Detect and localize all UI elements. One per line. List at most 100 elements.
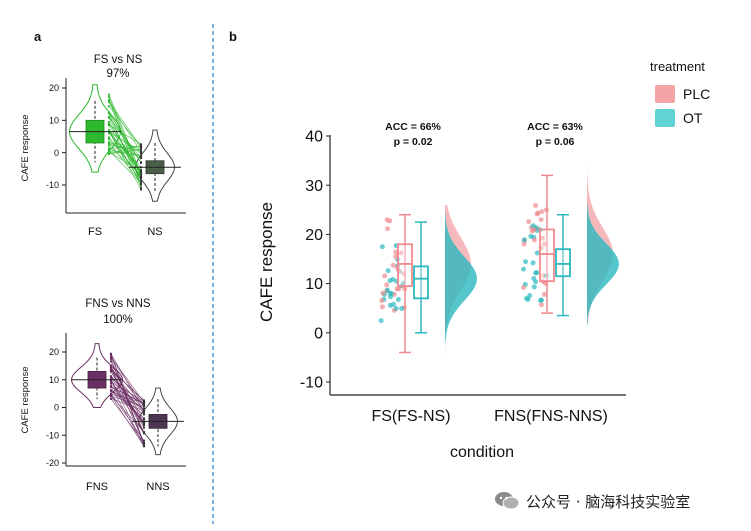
data-point xyxy=(531,227,537,233)
data-point xyxy=(142,421,146,424)
annotation-p: p = 0.06 xyxy=(536,136,575,148)
paired-line xyxy=(110,356,145,403)
y-tick-label: 30 xyxy=(305,178,323,195)
chart-fns-vs-nns: FNS vs NNS 100% CAFE response 20 10 0 -10 -2… xyxy=(20,298,186,493)
data-point xyxy=(139,154,143,157)
panel-b-label: b xyxy=(229,29,237,44)
data-point xyxy=(107,136,111,139)
data-point xyxy=(142,424,146,427)
wechat-icon xyxy=(494,490,520,512)
chart-fs-vs-ns: FS vs NS 97% CAFE response 20 10 0 -10 FS N… xyxy=(20,54,186,238)
data-point xyxy=(521,241,527,247)
x-tick-label: FS xyxy=(88,226,102,238)
data-point xyxy=(142,411,146,415)
data-point xyxy=(139,177,143,180)
data-point xyxy=(107,115,111,118)
data-point xyxy=(139,188,143,191)
data-point xyxy=(107,100,111,104)
data-point xyxy=(109,389,113,392)
paired-line xyxy=(108,130,142,152)
data-point xyxy=(142,409,146,413)
data-point xyxy=(538,297,544,303)
data-point xyxy=(393,254,399,260)
data-point xyxy=(382,273,388,279)
y-tick-label: 10 xyxy=(49,375,59,385)
x-tick-label: FS(FS-NS) xyxy=(371,408,450,425)
data-point xyxy=(399,305,405,311)
data-point xyxy=(398,250,404,256)
data-point xyxy=(535,210,541,216)
data-point xyxy=(139,186,143,189)
paired-line xyxy=(110,398,145,412)
data-point xyxy=(523,259,529,265)
legend-swatch-ot xyxy=(655,109,675,127)
watermark-text: 公众号 · 脑海科技实验室 xyxy=(526,492,691,511)
paired-line xyxy=(108,145,142,176)
data-point xyxy=(379,298,385,304)
legend-label-ot: OT xyxy=(683,110,703,126)
data-point xyxy=(390,262,396,268)
data-point xyxy=(530,260,536,266)
y-tick-label: -10 xyxy=(46,430,59,440)
paired-line xyxy=(110,380,145,434)
data-point xyxy=(109,369,113,373)
chart-title: FS vs NS xyxy=(94,54,143,66)
legend-swatch-plc xyxy=(655,85,675,103)
data-point xyxy=(142,404,146,407)
data-point xyxy=(521,237,527,243)
data-point xyxy=(107,121,111,124)
y-tick-label: 0 xyxy=(54,403,59,413)
data-point xyxy=(109,357,113,360)
data-point xyxy=(107,99,111,102)
y-tick-label: 0 xyxy=(314,325,323,342)
data-point xyxy=(394,286,400,292)
data-point xyxy=(107,96,111,99)
data-point xyxy=(542,241,548,247)
y-tick-label: -10 xyxy=(300,375,323,392)
x-axis-label: condition xyxy=(450,444,514,461)
y-tick-label: 20 xyxy=(49,83,59,93)
x-tick-label: FNS xyxy=(86,481,108,493)
legend-title: treatment xyxy=(650,59,705,74)
data-point xyxy=(109,360,113,363)
data-point xyxy=(395,297,401,303)
data-point xyxy=(139,146,143,149)
annotation-p: p = 0.02 xyxy=(394,136,433,148)
y-axis-label: CAFE response xyxy=(20,366,31,433)
data-point xyxy=(379,304,385,310)
data-point xyxy=(530,223,536,229)
data-point xyxy=(109,385,113,389)
data-point xyxy=(384,282,390,288)
data-point xyxy=(388,290,394,296)
paired-line xyxy=(110,366,145,420)
data-point xyxy=(142,426,146,429)
paired-line xyxy=(108,131,142,173)
paired-line xyxy=(110,366,145,423)
data-point xyxy=(107,111,111,115)
y-tick-label: 0 xyxy=(54,148,59,158)
chart-subtitle: 97% xyxy=(106,68,129,80)
data-point xyxy=(539,209,545,215)
data-point xyxy=(379,244,385,250)
data-point xyxy=(393,305,399,311)
data-point xyxy=(109,382,113,385)
paired-line xyxy=(108,101,142,148)
data-point xyxy=(387,302,393,308)
data-point xyxy=(387,218,393,224)
data-point xyxy=(526,219,532,225)
data-point xyxy=(521,284,527,290)
paired-line xyxy=(108,150,142,156)
data-point xyxy=(139,175,143,178)
y-tick-label: -10 xyxy=(46,180,59,190)
watermark: 公众号 · 脑海科技实验室 xyxy=(494,486,744,516)
annotation-acc: ACC = 66% xyxy=(385,121,441,133)
paired-line xyxy=(108,122,142,172)
data-point xyxy=(531,237,537,243)
data-point xyxy=(534,270,540,276)
chart-condition-raincloud: CAFE response 40 30 20 10 0 -10 ACC = 66% p =… xyxy=(257,121,626,461)
paired-line xyxy=(110,395,145,407)
legend: treatment PLC OT xyxy=(650,59,710,127)
data-point xyxy=(107,105,111,108)
paired-line xyxy=(108,150,142,184)
